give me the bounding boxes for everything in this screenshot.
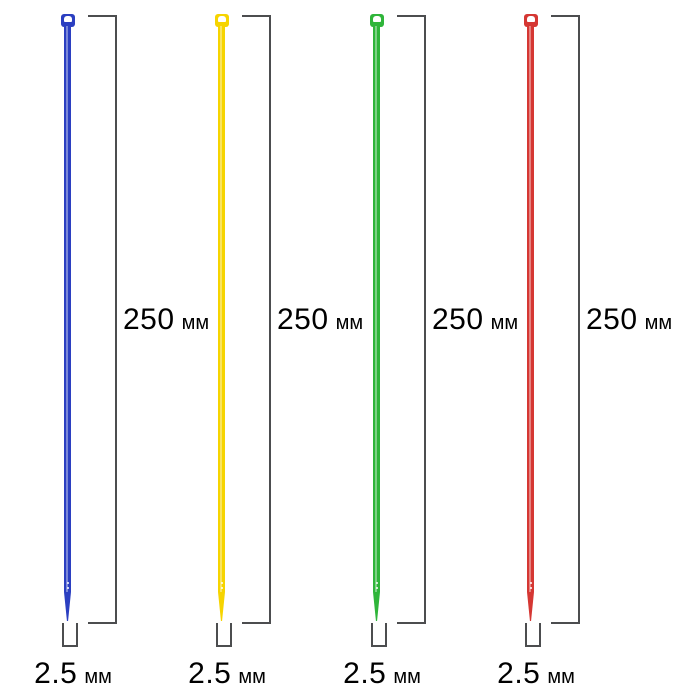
length-label: 250 мм: [277, 305, 363, 335]
width-unit: мм: [393, 666, 421, 688]
length-unit: мм: [335, 312, 364, 334]
cable-tie-column-yellow: 250 мм 2.5 мм: [188, 0, 367, 700]
tie-strap: [218, 26, 225, 592]
length-value: 250: [432, 303, 484, 336]
width-label: 2.5 мм: [342, 659, 422, 689]
length-dimension-bracket: [88, 15, 117, 624]
length-dimension-bracket: [242, 15, 271, 624]
width-value: 2.5: [497, 657, 541, 690]
width-value: 2.5: [343, 657, 387, 690]
tie-strap: [527, 26, 534, 592]
tie-head-slot: [527, 16, 535, 22]
width-dimension-bracket: [216, 623, 232, 647]
tie-head: [524, 14, 538, 27]
length-label: 250 мм: [586, 305, 672, 335]
tie-head: [61, 14, 75, 27]
length-label: 250 мм: [123, 305, 209, 335]
length-label: 250 мм: [432, 305, 518, 335]
strap-highlight: [375, 26, 377, 592]
tie-head-slot: [373, 16, 381, 22]
tie-tip: [527, 592, 534, 621]
width-value: 2.5: [34, 657, 78, 690]
length-value: 250: [123, 303, 175, 336]
cable-tie-column-red: 250 мм 2.5 мм: [497, 0, 676, 700]
tie-head: [370, 14, 384, 27]
width-dimension-bracket: [62, 623, 78, 647]
width-unit: мм: [547, 666, 575, 688]
length-dimension-bracket: [397, 15, 426, 624]
cable-tie-column-blue: 250 мм 2.5 мм: [34, 0, 213, 700]
width-label: 2.5 мм: [33, 659, 113, 689]
width-label: 2.5 мм: [187, 659, 267, 689]
width-dimension-bracket: [525, 623, 541, 647]
tie-head-slot: [218, 16, 226, 22]
tie-tip: [64, 592, 71, 621]
strap-highlight: [529, 26, 531, 592]
tie-head: [215, 14, 229, 27]
length-unit: мм: [490, 312, 519, 334]
width-unit: мм: [84, 666, 112, 688]
tie-strap: [373, 26, 380, 592]
length-value: 250: [586, 303, 638, 336]
tie-head-slot: [64, 16, 72, 22]
tie-tip: [373, 592, 380, 621]
width-unit: мм: [238, 666, 266, 688]
cable-tie-column-green: 250 мм 2.5 мм: [343, 0, 522, 700]
width-value: 2.5: [188, 657, 232, 690]
width-label: 2.5 мм: [496, 659, 576, 689]
strap-highlight: [220, 26, 222, 592]
length-unit: мм: [181, 312, 210, 334]
tie-tip: [218, 592, 225, 621]
tie-strap: [64, 26, 71, 592]
width-dimension-bracket: [371, 623, 387, 647]
length-unit: мм: [644, 312, 673, 334]
length-value: 250: [277, 303, 329, 336]
length-dimension-bracket: [551, 15, 580, 624]
strap-highlight: [66, 26, 68, 592]
